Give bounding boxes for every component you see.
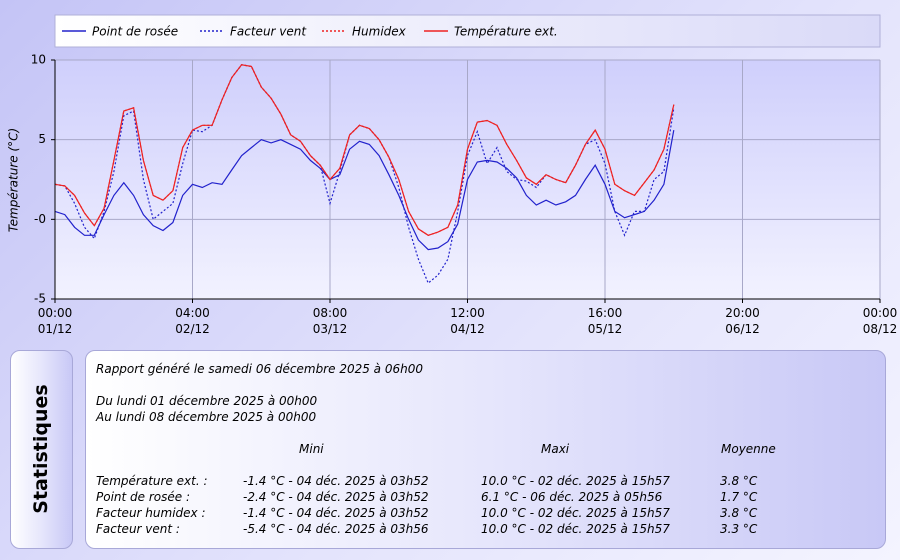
stat-cell: 3.3 °C [720,522,758,536]
column-header: Moyenne [721,442,776,456]
period-to: Au lundi 08 décembre 2025 à 00h00 [96,410,317,424]
row-label: Facteur vent : [96,522,180,536]
x-tick-label: 16:00 05/12 [587,306,623,336]
row-label: Température ext. : [96,474,208,488]
x-tick-label: 20:00 06/12 [725,306,760,336]
stat-cell: 10.0 °C - 02 déc. 2025 à 15h57 [481,506,670,520]
stats-box: Rapport généré le samedi 06 décembre 202… [85,350,886,549]
legend-label: Point de rosée [92,25,178,39]
x-tick-label: 00:00 08/12 [862,306,898,336]
stat-cell: -2.4 °C - 04 déc. 2025 à 03h52 [243,490,429,504]
y-tick-label: -5 [34,292,46,306]
x-tick-label: 08:00 03/12 [312,306,348,336]
period-from: Du lundi 01 décembre 2025 à 00h00 [96,394,318,408]
series-line [54,129,675,251]
y-tick-label: 5 [38,132,46,146]
row-label: Facteur humidex : [96,506,206,520]
stat-cell: 6.1 °C - 06 déc. 2025 à 05h56 [481,490,663,504]
stats-title: Statistiques [30,384,52,514]
stat-cell: -5.4 °C - 04 déc. 2025 à 03h56 [243,522,429,536]
stat-cell: -1.4 °C - 04 déc. 2025 à 03h52 [243,506,429,520]
stats-title-box: Statistiques [10,350,73,549]
column-header: Mini [299,442,324,456]
chart: -5 -0 5 10 Point de rosée Facteur vent Humidex… [7,14,881,306]
stat-cell: 10.0 °C - 02 déc. 2025 à 15h57 [481,474,670,488]
x-tick-label: 04:00 02/12 [175,306,210,336]
x-tick-label: 00:00 01/12 [37,306,73,336]
generated: Rapport généré le samedi 06 décembre 202… [96,362,423,376]
column-header: Maxi [541,442,570,456]
legend-label: Facteur vent [230,25,307,39]
stat-cell: 1.7 °C [720,490,758,504]
stat-cell: 3.8 °C [720,474,758,488]
legend-label: Humidex [352,25,407,39]
stat-cell: 3.8 °C [720,506,758,520]
y-axis-label: Température (°C) [7,128,21,232]
legend-label: Température ext. [454,25,558,39]
legend-box [54,14,881,48]
y-tick-label: 10 [31,53,46,67]
y-tick-label: -0 [34,212,46,226]
row-label: Point de rosée : [96,490,191,504]
stat-cell: 10.0 °C - 02 déc. 2025 à 15h57 [481,522,670,536]
stat-cell: -1.4 °C - 04 déc. 2025 à 03h52 [243,474,429,488]
series-line [54,64,675,236]
x-tick-label: 12:00 04/12 [450,306,485,336]
